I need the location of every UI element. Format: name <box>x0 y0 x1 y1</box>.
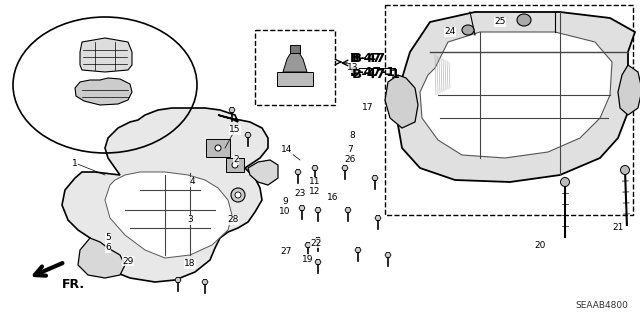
Text: 4: 4 <box>189 177 195 187</box>
Text: 21: 21 <box>612 224 624 233</box>
Polygon shape <box>355 248 361 253</box>
Text: 28: 28 <box>227 216 239 225</box>
Polygon shape <box>398 12 635 182</box>
Text: 11: 11 <box>309 177 321 187</box>
Bar <box>385 5 633 215</box>
Bar <box>255 30 335 105</box>
Ellipse shape <box>462 25 474 35</box>
Text: 5: 5 <box>105 234 111 242</box>
Text: 17: 17 <box>362 102 374 112</box>
Polygon shape <box>80 38 132 72</box>
Text: 23: 23 <box>294 189 306 197</box>
Text: 8: 8 <box>349 131 355 140</box>
Ellipse shape <box>621 166 630 174</box>
Text: B-47-1: B-47-1 <box>352 68 401 80</box>
Polygon shape <box>62 108 268 282</box>
Text: 12: 12 <box>309 188 321 197</box>
Polygon shape <box>385 252 391 258</box>
Text: 25: 25 <box>494 18 506 26</box>
Text: SEAAB4800: SEAAB4800 <box>575 301 628 310</box>
Ellipse shape <box>232 162 238 168</box>
Text: 1: 1 <box>72 159 78 167</box>
Polygon shape <box>315 207 321 212</box>
Polygon shape <box>248 160 278 185</box>
Ellipse shape <box>215 145 221 151</box>
Ellipse shape <box>517 14 531 26</box>
Ellipse shape <box>561 177 570 187</box>
Text: 18: 18 <box>184 259 196 269</box>
Text: 3: 3 <box>187 216 193 225</box>
Text: 14: 14 <box>282 145 292 154</box>
Polygon shape <box>315 237 321 242</box>
Text: 20: 20 <box>534 241 546 249</box>
Polygon shape <box>245 132 251 137</box>
Text: B-47-1: B-47-1 <box>350 65 396 78</box>
Polygon shape <box>342 166 348 171</box>
Text: 10: 10 <box>279 207 291 217</box>
Polygon shape <box>372 175 378 181</box>
Polygon shape <box>315 259 321 264</box>
Bar <box>277 72 313 86</box>
Text: 2: 2 <box>233 155 239 165</box>
Text: 29: 29 <box>122 256 134 265</box>
Text: B-47: B-47 <box>352 51 386 64</box>
Polygon shape <box>75 78 132 105</box>
Text: FR.: FR. <box>62 278 85 292</box>
Text: 9: 9 <box>282 197 288 206</box>
Polygon shape <box>305 242 311 248</box>
Bar <box>290 45 300 53</box>
Text: 13: 13 <box>348 63 359 72</box>
Polygon shape <box>312 166 318 171</box>
Text: 24: 24 <box>444 27 456 36</box>
Bar <box>226 158 244 172</box>
Text: 15: 15 <box>229 125 241 135</box>
Bar <box>206 139 230 157</box>
Text: 16: 16 <box>327 194 339 203</box>
Polygon shape <box>295 169 301 174</box>
Polygon shape <box>105 172 232 258</box>
Ellipse shape <box>235 192 241 198</box>
Ellipse shape <box>231 188 245 202</box>
Polygon shape <box>229 108 235 113</box>
Polygon shape <box>618 65 640 115</box>
Text: 7: 7 <box>347 145 353 154</box>
Polygon shape <box>375 215 381 221</box>
Text: 27: 27 <box>280 248 292 256</box>
Text: 26: 26 <box>344 155 356 165</box>
Text: 6: 6 <box>105 243 111 253</box>
Polygon shape <box>299 205 305 211</box>
Polygon shape <box>385 75 418 128</box>
Text: B-47: B-47 <box>350 51 382 64</box>
Polygon shape <box>345 207 351 212</box>
Polygon shape <box>78 238 125 278</box>
Polygon shape <box>420 32 612 158</box>
Text: 22: 22 <box>310 239 322 248</box>
Polygon shape <box>202 279 208 285</box>
Polygon shape <box>283 51 307 72</box>
Text: 19: 19 <box>302 255 314 263</box>
Polygon shape <box>175 278 181 283</box>
